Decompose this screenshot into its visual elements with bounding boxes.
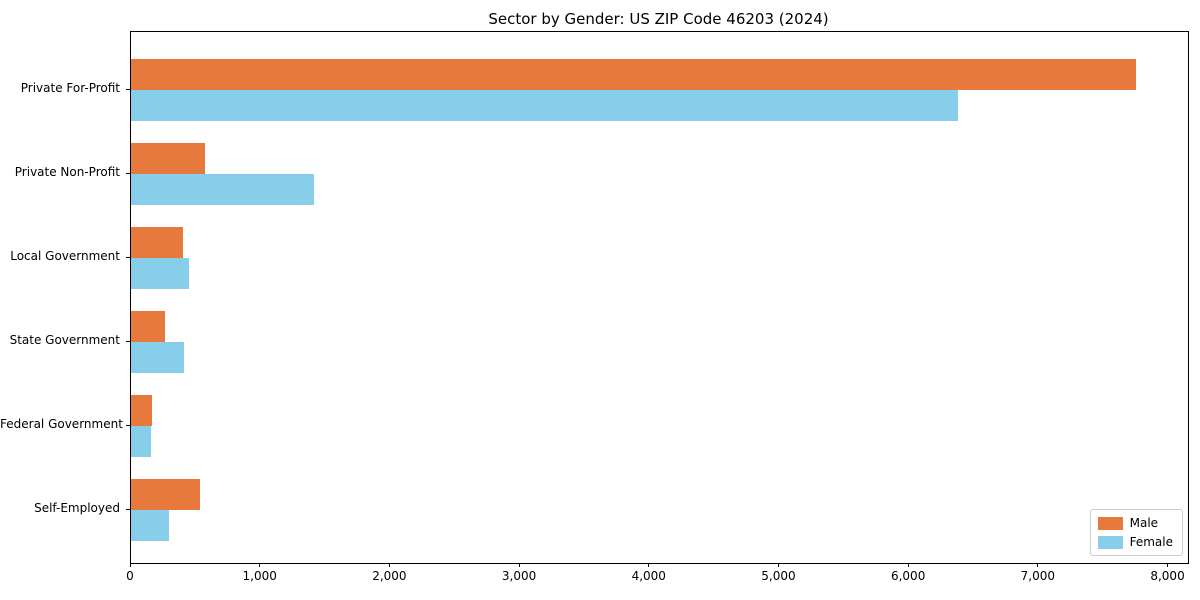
bar-male-3 bbox=[131, 310, 165, 342]
y-axis-tick-5 bbox=[126, 508, 130, 510]
bar-female-2 bbox=[131, 257, 190, 289]
y-axis-tick-4 bbox=[126, 424, 130, 426]
plot-area: Male Female bbox=[130, 31, 1189, 564]
bar-male-2 bbox=[131, 226, 183, 258]
legend-swatch-female-icon bbox=[1097, 535, 1123, 549]
y-axis-tick-1 bbox=[126, 172, 130, 174]
y-axis-label-4: Federal Government bbox=[0, 416, 123, 431]
x-axis-label-5: 5,000 bbox=[761, 569, 796, 583]
bar-female-1 bbox=[131, 173, 314, 205]
bar-female-5 bbox=[131, 509, 169, 541]
x-axis-label-4: 4,000 bbox=[631, 569, 666, 583]
bar-female-3 bbox=[131, 341, 185, 373]
x-axis-label-6: 6,000 bbox=[890, 569, 926, 583]
bar-female-4 bbox=[131, 425, 151, 457]
x-axis-tick-8 bbox=[1167, 563, 1169, 567]
x-axis-tick-5 bbox=[777, 563, 779, 567]
legend-swatch-male-icon bbox=[1097, 516, 1123, 530]
x-axis-tick-7 bbox=[1037, 563, 1039, 567]
bar-male-1 bbox=[131, 142, 205, 174]
legend-label-male: Male bbox=[1129, 516, 1159, 530]
x-axis-label-3: 3,000 bbox=[501, 569, 537, 583]
x-axis-label-2: 2,000 bbox=[372, 569, 407, 583]
chart-title: Sector by Gender: US ZIP Code 46203 (202… bbox=[488, 10, 829, 28]
y-axis-label-5: Self-Employed bbox=[34, 500, 120, 515]
y-axis-label-0: Private For-Profit bbox=[20, 80, 120, 95]
legend-item-female: Female bbox=[1097, 535, 1173, 549]
legend: Male Female bbox=[1089, 509, 1183, 556]
bar-female-0 bbox=[131, 89, 959, 121]
x-axis-label-7: 7,000 bbox=[1020, 569, 1056, 583]
x-axis-label-0: 0 bbox=[126, 569, 134, 583]
y-axis-label-1: Private Non-Profit bbox=[14, 164, 120, 179]
legend-label-female: Female bbox=[1129, 535, 1173, 549]
bar-male-0 bbox=[131, 58, 1137, 90]
legend-item-male: Male bbox=[1097, 516, 1173, 530]
y-axis-tick-3 bbox=[126, 340, 130, 342]
x-axis-tick-3 bbox=[518, 563, 520, 567]
x-axis-label-8: 8,000 bbox=[1150, 569, 1185, 583]
x-axis-tick-0 bbox=[129, 563, 131, 567]
x-axis-tick-2 bbox=[388, 563, 390, 567]
y-axis-label-3: State Government bbox=[9, 332, 120, 347]
x-axis-tick-6 bbox=[907, 563, 909, 567]
bar-male-4 bbox=[131, 394, 152, 426]
x-axis-label-1: 1,000 bbox=[242, 569, 277, 583]
y-axis-tick-2 bbox=[126, 256, 130, 258]
x-axis-tick-1 bbox=[259, 563, 261, 567]
bar-male-5 bbox=[131, 478, 200, 510]
y-axis-tick-0 bbox=[126, 88, 130, 90]
y-axis-label-2: Local Government bbox=[10, 248, 120, 263]
x-axis-tick-4 bbox=[648, 563, 650, 567]
